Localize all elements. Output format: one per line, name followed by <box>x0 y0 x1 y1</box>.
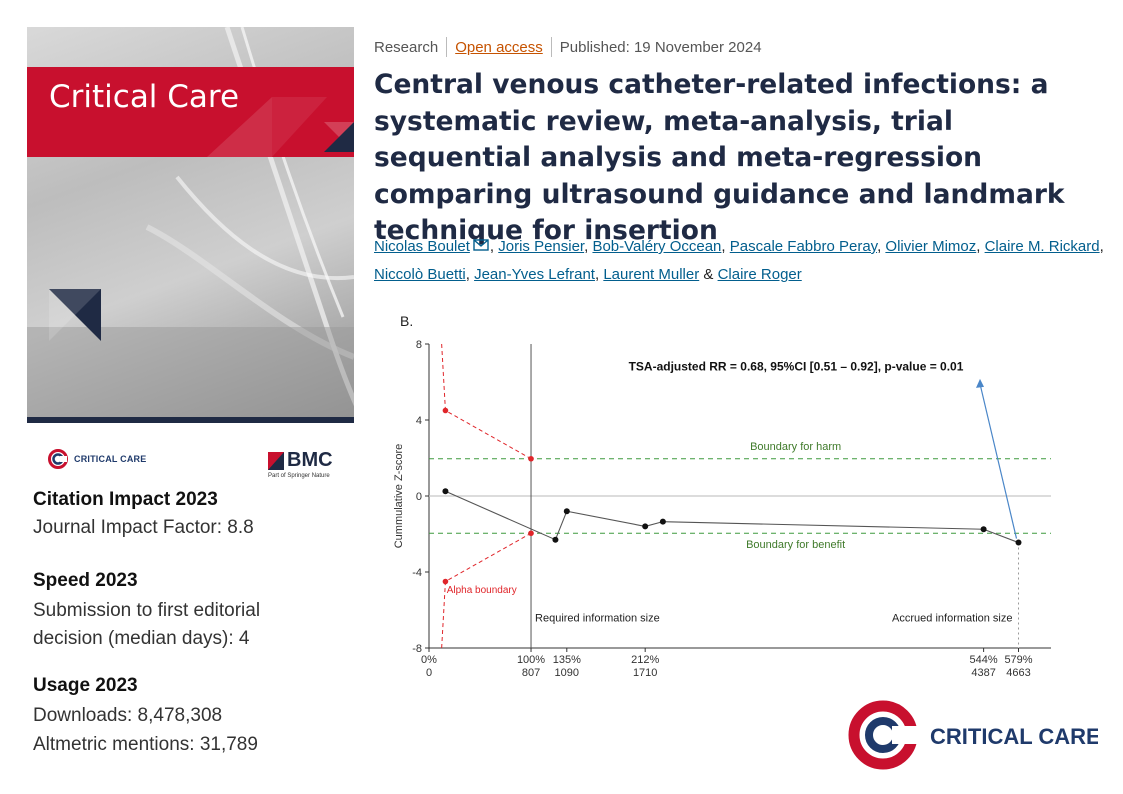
x-tick-label-count: 4663 <box>1006 667 1030 679</box>
x-tick-label-percent: 135% <box>553 654 581 666</box>
bmc-tagline: Part of Springer Nature <box>268 473 330 479</box>
author-link[interactable]: Laurent Muller <box>603 266 700 283</box>
bmc-logo-text: BMC <box>287 449 333 471</box>
article-meta: Research Open access Published: 19 Novem… <box>374 37 762 57</box>
author-link[interactable]: Olivier Mimoz <box>885 238 977 255</box>
x-tick-label-count: 1090 <box>555 667 579 679</box>
x-tick-label-percent: 0% <box>421 654 437 666</box>
article-type: Research <box>374 38 439 56</box>
author-link[interactable]: Bob-Valéry Occean <box>592 238 722 255</box>
published-date: Published: 19 November 2024 <box>559 38 762 56</box>
author-separator: & <box>699 266 718 283</box>
z-curve-point <box>980 526 987 533</box>
cover-bottom-bar <box>27 417 354 423</box>
cover-band-triangles <box>207 97 327 157</box>
author-link[interactable]: Pascale Fabbro Peray <box>729 238 878 255</box>
z-curve-point <box>642 523 649 530</box>
critical-care-logo-large[interactable]: CRITICAL CARE <box>848 700 1101 775</box>
alpha-boundary-point <box>528 455 534 462</box>
author-separator: , <box>465 266 475 283</box>
y-axis-title: Cummulative Z-score <box>393 444 405 549</box>
author-separator: , <box>877 238 886 255</box>
author-list: Nicolas Boulet, Joris Pensier, Bob-Valér… <box>374 233 1104 289</box>
y-tick-label: 0 <box>416 491 422 503</box>
harm-boundary-label: Boundary for harm <box>750 441 841 453</box>
z-curve-point <box>552 536 559 543</box>
usage-heading: Usage 2023 <box>33 675 138 696</box>
benefit-boundary-label: Boundary for benefit <box>746 539 845 551</box>
alpha-boundary-point <box>442 578 449 585</box>
citation-impact-heading: Citation Impact 2023 <box>33 489 218 510</box>
z-curve-point <box>563 508 570 515</box>
alpha-boundary-upper <box>441 343 532 460</box>
author-link[interactable]: Joris Pensier <box>498 238 585 255</box>
altmetric-text: Altmetric mentions: 31,789 <box>33 734 258 755</box>
ris-label: Required information size <box>535 612 660 624</box>
x-tick-label-count: 807 <box>522 667 540 679</box>
author-link[interactable]: Niccolò Buetti <box>374 266 466 283</box>
x-tick-label-percent: 579% <box>1004 654 1032 666</box>
author-link[interactable]: Claire Roger <box>717 266 802 283</box>
author-link[interactable]: Nicolas Boulet <box>374 238 470 255</box>
open-access-link[interactable]: Open access <box>455 38 543 56</box>
alpha-boundary-point <box>528 530 534 537</box>
article-title: Central venous catheter-related infectio… <box>374 69 1065 246</box>
journal-cover[interactable]: Critical Care <box>27 27 354 423</box>
cover-corner-triangle <box>324 122 354 152</box>
author-link[interactable]: Claire M. Rickard <box>984 238 1100 255</box>
critical-care-logo-small-text: CRITICAL CARE <box>74 454 147 464</box>
meta-divider <box>550 37 552 57</box>
chart-panel-label: B. <box>400 313 413 329</box>
annotation-arrow-head <box>976 378 984 388</box>
cover-title-band <box>27 67 354 157</box>
z-curve-point <box>659 518 666 525</box>
critical-care-logo-icon <box>48 449 68 469</box>
bmc-logo[interactable]: BMC Part of Springer Nature <box>268 449 333 479</box>
y-tick-label: 8 <box>416 339 422 351</box>
speed-text-line-2: decision (median days): 4 <box>33 628 250 649</box>
x-tick-label-percent: 212% <box>631 654 659 666</box>
annotation-arrow-line <box>979 383 1018 539</box>
meta-divider <box>446 37 448 57</box>
alpha-boundary-label: Alpha boundary <box>447 585 517 596</box>
x-tick-label-count: 0 <box>426 667 432 679</box>
critical-care-logo-large-graphic: CRITICAL CARE <box>848 700 1101 770</box>
x-tick-label-count: 1710 <box>633 667 657 679</box>
critical-care-logo-small[interactable]: CRITICAL CARE <box>48 449 146 469</box>
email-icon[interactable] <box>473 239 489 251</box>
y-tick-label: -8 <box>412 643 422 655</box>
author-separator: , <box>594 266 604 283</box>
bmc-logo-icon <box>268 451 284 470</box>
speed-text-line-1: Submission to first editorial <box>33 600 261 621</box>
y-tick-label: 4 <box>416 415 422 427</box>
y-tick-label: -4 <box>412 567 422 579</box>
author-separator: , <box>721 238 730 255</box>
speed-heading: Speed 2023 <box>33 570 138 591</box>
cover-artwork <box>27 27 354 423</box>
x-tick-label-count: 4387 <box>971 667 995 679</box>
impact-factor-text: Journal Impact Factor: 8.8 <box>33 517 254 538</box>
alpha-boundary-point <box>442 407 449 414</box>
x-tick-label-percent: 100% <box>517 654 545 666</box>
author-separator: , <box>584 238 593 255</box>
author-separator: , <box>1099 238 1104 255</box>
x-tick-label-percent: 544% <box>970 654 998 666</box>
tsa-annotation: TSA-adjusted RR = 0.68, 95%CI [0.51 – 0.… <box>629 360 964 374</box>
z-curve-point <box>1015 539 1022 546</box>
cover-journal-title: Critical Care <box>49 79 240 115</box>
author-separator: , <box>976 238 985 255</box>
z-curve-point <box>442 488 449 495</box>
ais-label: Accrued information size <box>892 612 1012 624</box>
author-separator: , <box>489 238 499 255</box>
author-link[interactable]: Jean-Yves Lefrant <box>474 266 595 283</box>
critical-care-logo-large-text: CRITICAL CARE <box>930 724 1098 749</box>
downloads-text: Downloads: 8,478,308 <box>33 705 223 726</box>
